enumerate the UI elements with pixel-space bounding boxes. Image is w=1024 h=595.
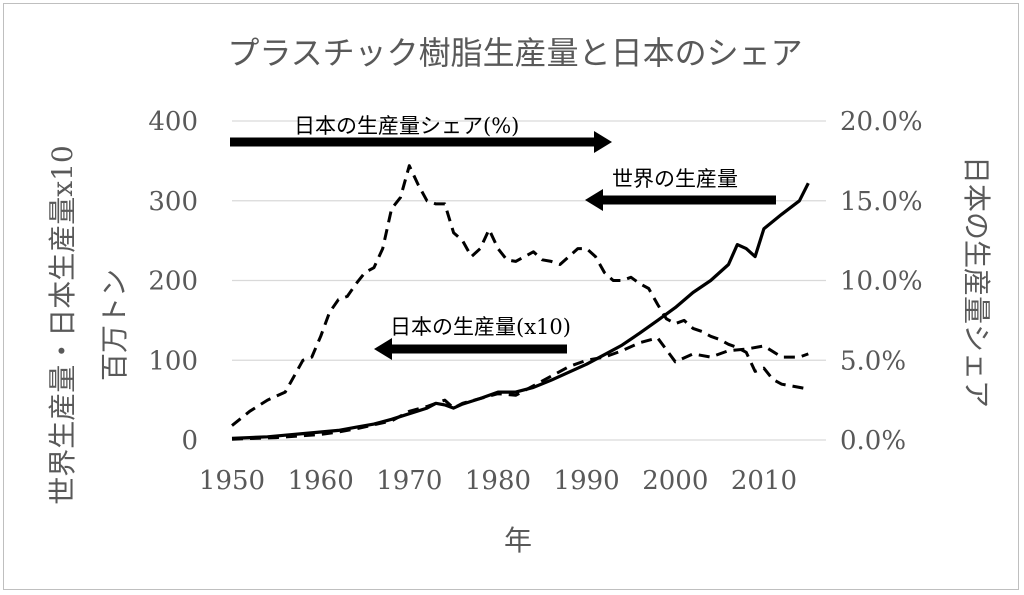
x-tick-label: 2010	[731, 466, 797, 496]
y-left-tick-label: 300	[148, 187, 198, 217]
series-line-1	[231, 182, 810, 440]
series-lines	[231, 164, 810, 441]
y-left-axis-subtitle: 百万トン	[98, 269, 131, 381]
tick-labels: 0 100 200 300 400 0.0% 5.0% 10.0% 15.0% 20.0% 1950…	[148, 107, 922, 496]
annotation-arrow-japan	[374, 338, 567, 360]
y-right-tick-label: 5.0%	[840, 346, 906, 376]
annotation-arrow-world	[585, 189, 776, 211]
arrow-head	[585, 189, 603, 211]
x-tick-label: 1980	[465, 466, 531, 496]
arrow-shaft	[230, 137, 594, 147]
x-axis-title: 年	[504, 524, 532, 557]
x-tick-label: 1950	[199, 466, 265, 496]
y-right-tick-label: 20.0%	[840, 107, 923, 137]
x-tick-label: 1960	[288, 466, 354, 496]
arrow-head	[374, 338, 392, 360]
gridlines	[232, 120, 826, 441]
annotation-label-share: 日本の生産量シェア(%)	[294, 114, 519, 138]
y-right-tick-label: 0.0%	[840, 426, 906, 456]
arrow-shaft	[603, 195, 776, 205]
series-line-2	[231, 336, 809, 441]
y-right-axis-title: 日本の生産量シェア	[960, 156, 993, 408]
y-right-tick-label: 10.0%	[840, 267, 923, 297]
arrow-head	[594, 131, 612, 153]
y-left-tick-label: 100	[148, 346, 198, 376]
annotation-arrow-share	[230, 131, 612, 153]
y-left-axis-title: 世界生産量・日本生産量x10	[46, 145, 79, 504]
y-left-tick-label: 200	[148, 267, 198, 297]
chart-title: プラスチック樹脂生産量と日本のシェア	[227, 34, 802, 72]
y-left-tick-label: 0	[181, 426, 198, 456]
series-line-3	[231, 164, 809, 427]
chart-frame	[3, 3, 1019, 590]
x-tick-label: 2000	[642, 466, 708, 496]
arrow-shaft	[392, 344, 567, 354]
annotation-label-japan: 日本の生産量(x10)	[390, 315, 571, 339]
y-right-tick-label: 15.0%	[840, 187, 923, 217]
annotation-label-world: 世界の生産量	[612, 167, 738, 191]
x-tick-label: 1990	[554, 466, 620, 496]
y-left-tick-label: 400	[148, 107, 198, 137]
x-tick-label: 1970	[376, 466, 442, 496]
